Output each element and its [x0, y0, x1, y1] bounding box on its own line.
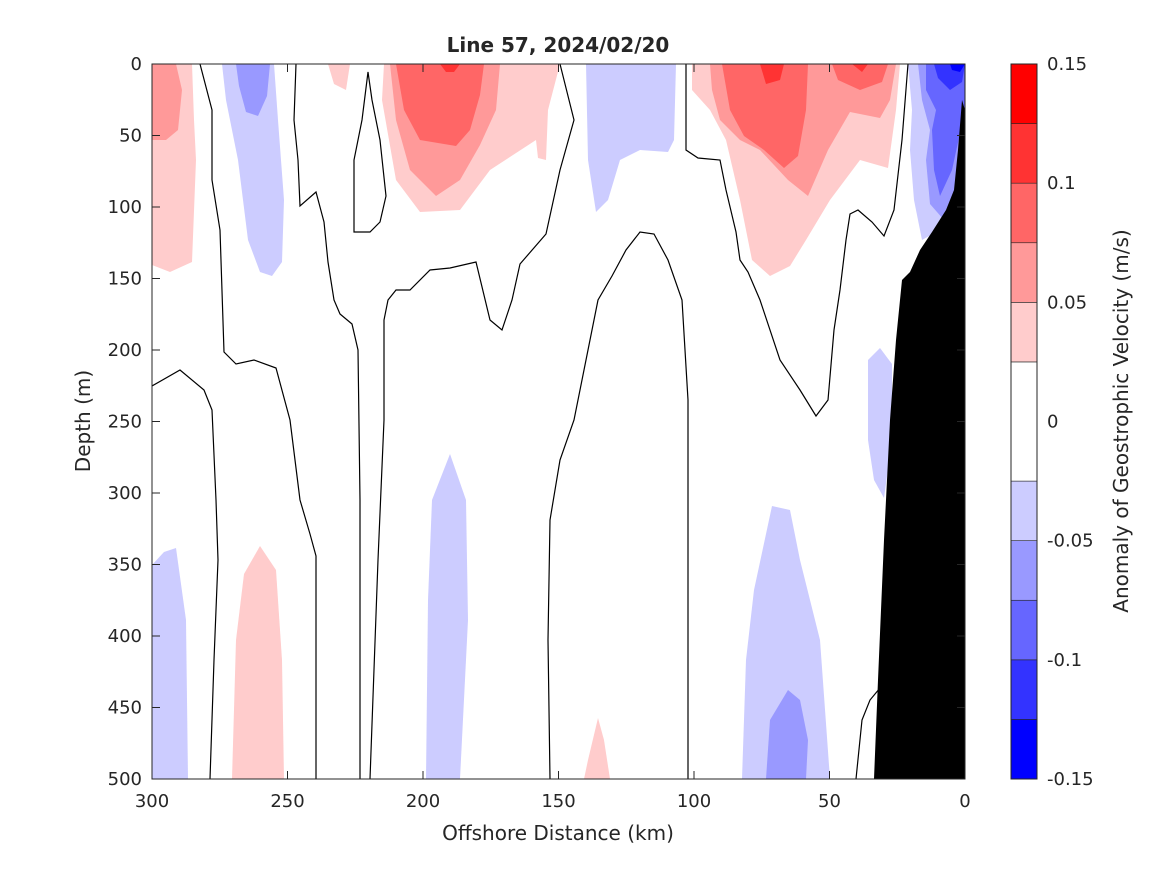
x-axis-ticks: 300 250 200 150 100 50 0: [135, 64, 971, 812]
contour-fill-negative: [926, 64, 965, 196]
y-tick-label: 400: [108, 626, 142, 647]
contour-fill-negative: [742, 506, 830, 779]
x-tick-label: 300: [135, 791, 169, 812]
colorbar-segment: [1010, 719, 1038, 780]
contour-fill-positive: [232, 546, 284, 779]
contour-fill-positive: [396, 64, 484, 146]
y-tick-label: 50: [119, 126, 142, 147]
zero-contour-line: [685, 64, 909, 418]
colorbar-tick-label: 0.05: [1047, 292, 1087, 313]
x-tick-label: 150: [541, 791, 575, 812]
contour-fill-negative: [950, 64, 965, 72]
y-tick-label: 200: [108, 340, 142, 361]
y-axis-label: Depth (m): [71, 370, 95, 472]
colorbar-segment: [1010, 361, 1038, 482]
y-tick-label: 500: [108, 769, 142, 790]
contour-fill-positive: [722, 64, 808, 168]
contour-fill-negative: [236, 64, 270, 116]
colorbar-box: [1010, 63, 1038, 780]
colorbar-segment: [1010, 480, 1038, 541]
colorbar-segment: [1010, 182, 1038, 244]
contour-fill-negative: [766, 690, 808, 779]
colorbar: [1010, 63, 1038, 780]
zero-contour-line: [369, 64, 575, 779]
colorbar-tick-label: -0.15: [1047, 769, 1094, 790]
contour-fill-negative: [152, 548, 188, 779]
contour-fill-positive: [852, 64, 868, 72]
chart-title: Line 57, 2024/02/20: [447, 33, 670, 57]
y-tick-label: 300: [108, 483, 142, 504]
colorbar-tick-label: -0.05: [1047, 531, 1094, 552]
x-tick-label: 0: [959, 791, 970, 812]
colorbar-tick-label: 0: [1047, 412, 1058, 433]
colorbar-ticks: 0.15 0.1 0.05 0 -0.05 -0.1 -0.15: [1047, 54, 1094, 790]
filled-contours: [152, 64, 965, 779]
contour-fill-negative: [868, 348, 892, 498]
zero-contour-line: [293, 64, 361, 779]
y-tick-label: 150: [108, 269, 142, 290]
colorbar-segment: [1010, 540, 1038, 601]
zero-contour-line: [855, 687, 881, 779]
y-tick-label: 250: [108, 412, 142, 433]
colorbar-segment: [1010, 123, 1038, 184]
seafloor-bathymetry: [874, 100, 965, 779]
contour-fill-negative: [222, 64, 284, 276]
contour-fill-positive: [832, 64, 888, 90]
y-tick-label: 350: [108, 555, 142, 576]
y-tick-label: 100: [108, 197, 142, 218]
colorbar-segment: [1010, 302, 1038, 363]
zero-contour-line: [152, 369, 219, 779]
colorbar-label: Anomaly of Geostrophic Velocity (m/s): [1109, 229, 1133, 612]
contour-fill-positive: [440, 64, 460, 72]
colorbar-tick-label: 0.15: [1047, 54, 1087, 75]
contour-fill-positive: [760, 64, 784, 84]
zero-contour-line: [353, 71, 387, 233]
x-tick-label: 100: [677, 791, 711, 812]
x-tick-label: 250: [270, 791, 304, 812]
zero-contour-line: [199, 64, 317, 779]
contour-fill-positive: [328, 64, 350, 90]
x-tick-label: 200: [406, 791, 440, 812]
colorbar-segment: [1010, 242, 1038, 303]
contour-fill-positive: [152, 64, 182, 140]
colorbar-tick-label: 0.1: [1047, 173, 1076, 194]
y-tick-label: 0: [131, 54, 142, 75]
x-tick-label: 50: [818, 791, 841, 812]
colorbar-segment: [1010, 599, 1038, 661]
colorbar-segment: [1010, 659, 1038, 720]
contour-fill-negative: [426, 454, 468, 779]
y-tick-label: 450: [108, 698, 142, 719]
x-axis-label: Offshore Distance (km): [442, 821, 674, 845]
contour-fill-negative: [586, 64, 676, 212]
zero-contour-line: [547, 231, 689, 779]
contour-fill-positive: [584, 718, 610, 779]
colorbar-segment: [1010, 63, 1038, 124]
colorbar-tick-label: -0.1: [1047, 650, 1082, 671]
zero-contour-lines: [152, 64, 909, 779]
y-axis-ticks: 0 50 100 150 200 250 300 350 400 450 500: [108, 54, 965, 790]
